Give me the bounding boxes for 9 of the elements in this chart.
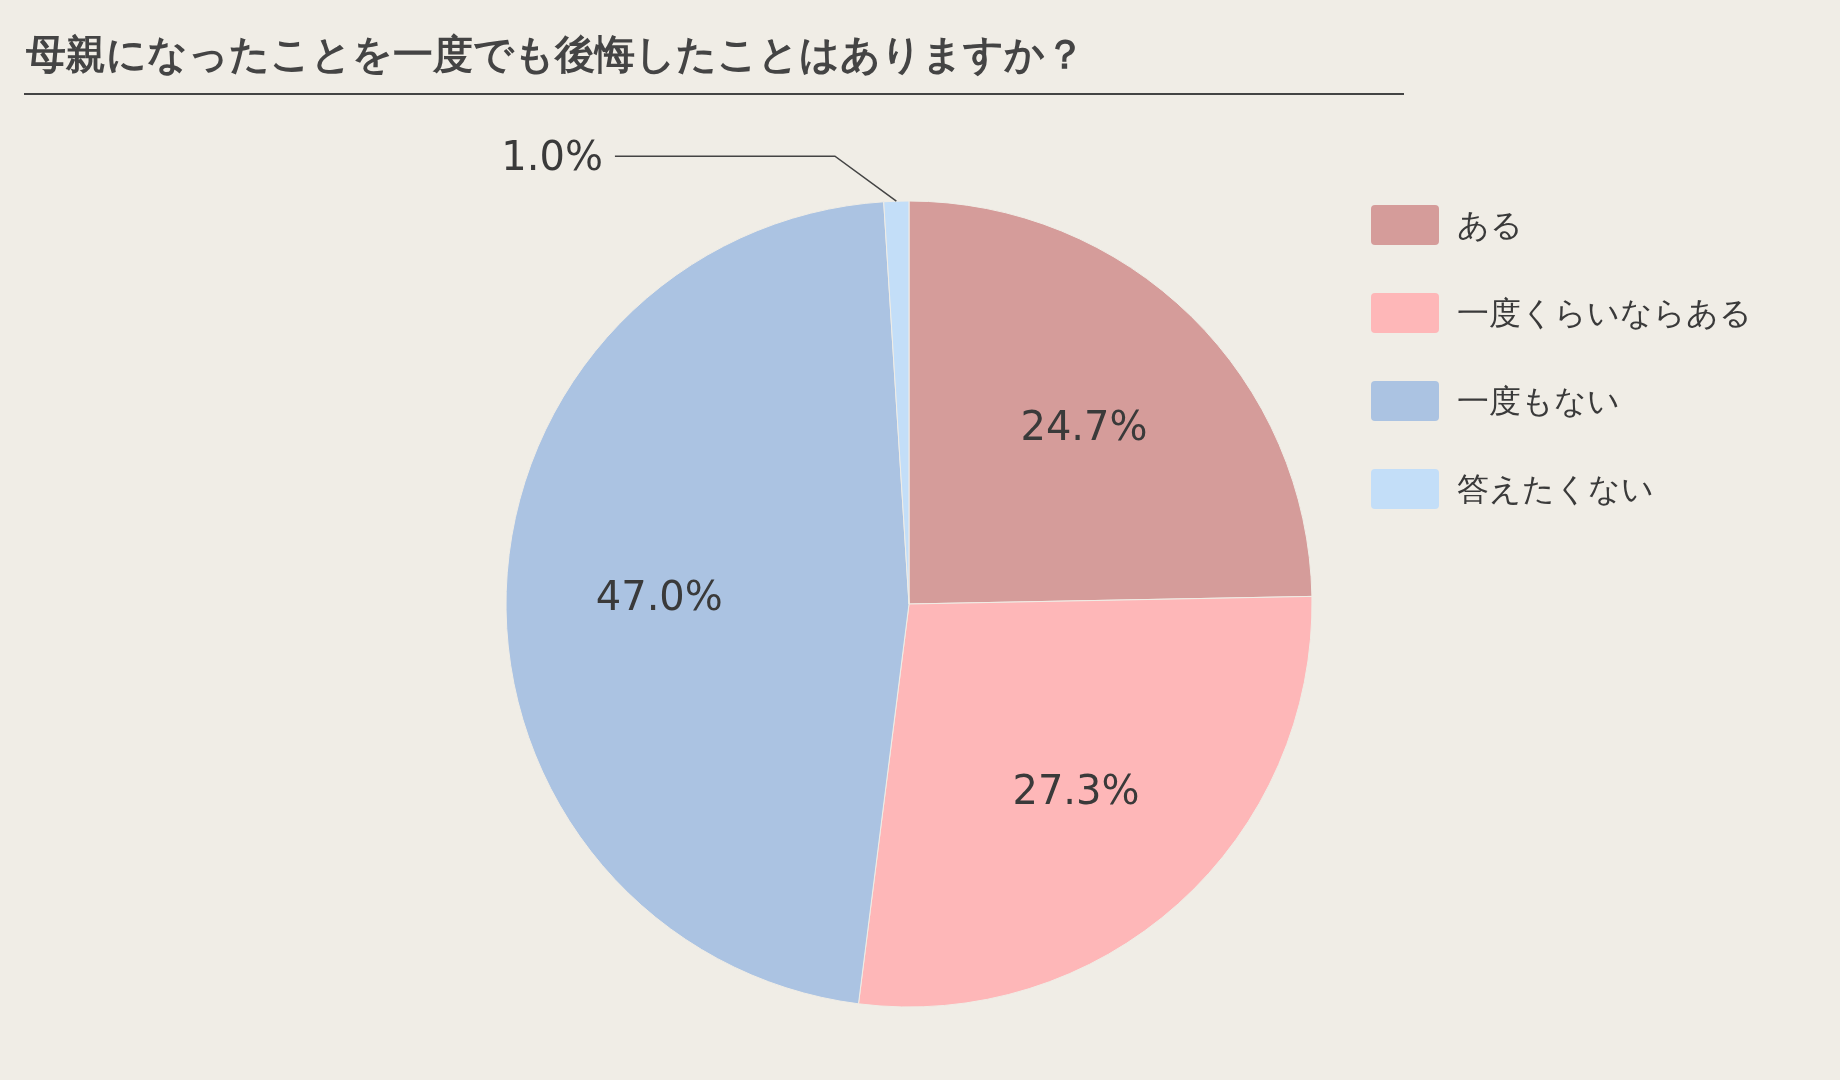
legend-label: 答えたくない	[1457, 470, 1654, 508]
legend-label: 一度もない	[1457, 382, 1620, 420]
legend-label: 一度くらいならある	[1457, 294, 1752, 332]
data-label: 27.3%	[1012, 766, 1140, 813]
chart-title: 母親になったことを一度でも後悔したことはありますか？	[25, 31, 1085, 77]
legend-label: ある	[1457, 206, 1523, 244]
data-label: 47.0%	[595, 573, 723, 620]
data-label: 24.7%	[1020, 402, 1148, 449]
data-label: 1.0%	[501, 133, 603, 180]
